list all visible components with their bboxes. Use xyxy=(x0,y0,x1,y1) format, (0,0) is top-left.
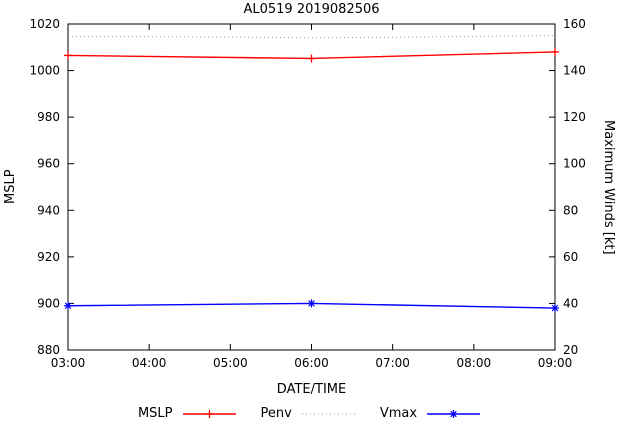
y-axis-label-left: MSLP xyxy=(3,169,18,205)
svg-text:160: 160 xyxy=(563,17,586,31)
svg-text:05:00: 05:00 xyxy=(213,356,248,370)
svg-text:1020: 1020 xyxy=(29,17,60,31)
svg-text:880: 880 xyxy=(37,343,60,357)
svg-text:140: 140 xyxy=(563,64,586,78)
x-axis-label: DATE/TIME xyxy=(276,382,347,397)
svg-text:940: 940 xyxy=(37,203,60,217)
svg-text:09:00: 09:00 xyxy=(538,356,573,370)
legend-label-vmax: Vmax xyxy=(379,406,418,421)
legend-item-penv: Penv xyxy=(261,406,356,421)
legend-sample-penv-line xyxy=(301,413,355,414)
svg-text:80: 80 xyxy=(563,203,578,217)
y-axis-label-right: Maximum Winds [kt] xyxy=(601,119,616,255)
svg-text:06:00: 06:00 xyxy=(294,356,329,370)
svg-text:120: 120 xyxy=(563,110,586,124)
svg-text:60: 60 xyxy=(563,250,578,264)
svg-text:07:00: 07:00 xyxy=(375,356,410,370)
legend-sample-vmax-line xyxy=(427,409,481,418)
svg-text:03:00: 03:00 xyxy=(51,356,86,370)
legend-label-mslp: MSLP xyxy=(137,406,173,421)
svg-text:08:00: 08:00 xyxy=(457,356,492,370)
svg-text:960: 960 xyxy=(37,157,60,171)
svg-text:100: 100 xyxy=(563,157,586,171)
legend-item-mslp: MSLP xyxy=(138,406,237,421)
svg-text:980: 980 xyxy=(37,110,60,124)
svg-text:900: 900 xyxy=(37,296,60,310)
svg-text:40: 40 xyxy=(563,296,578,310)
svg-text:920: 920 xyxy=(37,250,60,264)
legend-label-penv: Penv xyxy=(260,406,292,421)
svg-text:04:00: 04:00 xyxy=(132,356,167,370)
chart-title: AL0519 2019082506 xyxy=(243,2,380,17)
svg-text:1000: 1000 xyxy=(29,64,60,78)
legend-item-vmax: Vmax xyxy=(380,406,481,421)
legend-sample-mslp-line xyxy=(182,409,236,418)
svg-text:20: 20 xyxy=(563,343,578,357)
chart-legend: MSLP Penv Vmax xyxy=(0,406,619,421)
